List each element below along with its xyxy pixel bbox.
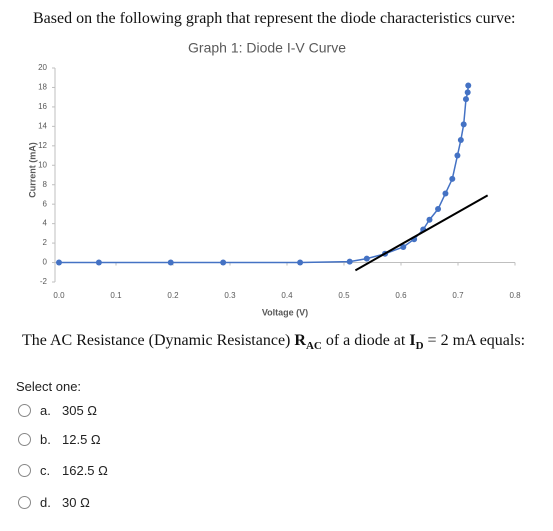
data-point [435, 206, 442, 213]
data-point [346, 258, 353, 265]
radio-button[interactable] [18, 404, 31, 417]
y-tick-label: 4 [43, 219, 48, 228]
q-subscript: D [415, 340, 424, 353]
q-text: The AC Resistance (Dynamic Resistance) [22, 332, 295, 349]
y-tick-label: 2 [43, 238, 48, 247]
data-point [454, 152, 461, 159]
option[interactable]: a. 305 Ω [18, 403, 97, 418]
q-text: = 2 mA equals: [423, 332, 526, 349]
data-point [220, 259, 227, 266]
y-tick-label: 8 [43, 180, 48, 189]
option[interactable]: c. 162.5 Ω [18, 463, 108, 478]
option-text: 162.5 Ω [62, 463, 108, 478]
q-subscript: AC [305, 340, 322, 353]
tangent-line [354, 194, 489, 272]
radio-button[interactable] [18, 433, 31, 446]
option-text: 305 Ω [62, 403, 98, 418]
prompt: Select one: [16, 379, 82, 394]
data-point [460, 121, 467, 128]
option[interactable]: b. 12.5 Ω [18, 432, 101, 447]
x-tick-label: 0.4 [281, 291, 293, 300]
x-tick-label: 0.8 [509, 291, 521, 300]
data-point [449, 175, 456, 182]
x-tick-label: 0.6 [395, 291, 407, 300]
x-tick-label: 0.3 [224, 291, 236, 300]
x-tick-label: 0.7 [452, 291, 464, 300]
option-text: 12.5 Ω [62, 432, 101, 447]
option-letter: c. [40, 463, 51, 478]
data-point [464, 89, 471, 96]
y-tick-label: 16 [38, 102, 47, 111]
option-text: 30 Ω [62, 495, 90, 510]
y-tick-label: 6 [43, 199, 48, 208]
data-point [95, 259, 102, 266]
y-tick-label: 0 [43, 258, 48, 267]
data-point [465, 82, 472, 89]
q-symbol: R [294, 332, 306, 349]
y-tick-label: 12 [38, 141, 47, 150]
option-letter: d. [40, 495, 51, 510]
x-axis-label: Voltage (V) [262, 307, 308, 317]
q-symbol: I [409, 332, 416, 349]
radio-button[interactable] [18, 464, 31, 477]
y-tick-label: 14 [38, 121, 47, 130]
data-point [400, 243, 407, 250]
chart: Graph 1: Diode I-V Curve Current (mA) Volt… [27, 40, 521, 318]
data-point [457, 136, 464, 143]
intro: Based on the following graph that repres… [33, 10, 516, 27]
option-letter: b. [40, 432, 51, 447]
data-point [167, 259, 174, 266]
y-axis-label: Current (mA) [27, 142, 37, 198]
question: The AC Resistance (Dynamic Resistance) R… [22, 332, 525, 352]
option[interactable]: d. 30 Ω [18, 495, 90, 510]
data-point [462, 96, 469, 103]
data-point [55, 259, 62, 266]
data-point [426, 216, 433, 223]
q-text: of a diode at [321, 332, 410, 349]
x-tick-label: 0.2 [167, 291, 179, 300]
y-tick-label: -2 [40, 277, 48, 286]
data-point [442, 190, 449, 197]
data-point [363, 255, 370, 262]
curve-line [58, 85, 470, 264]
y-tick-label: 10 [38, 160, 47, 169]
x-tick-label: 0.5 [338, 291, 350, 300]
radio-button[interactable] [18, 496, 31, 509]
y-tick-label: 18 [38, 83, 47, 92]
y-tick-label: 20 [38, 63, 47, 72]
option-letter: a. [40, 403, 51, 418]
x-tick-label: 0.1 [110, 291, 122, 300]
data-point [297, 259, 304, 266]
x-tick-label: 0.0 [53, 291, 65, 300]
chart-title: Graph 1: Diode I-V Curve [188, 40, 346, 56]
